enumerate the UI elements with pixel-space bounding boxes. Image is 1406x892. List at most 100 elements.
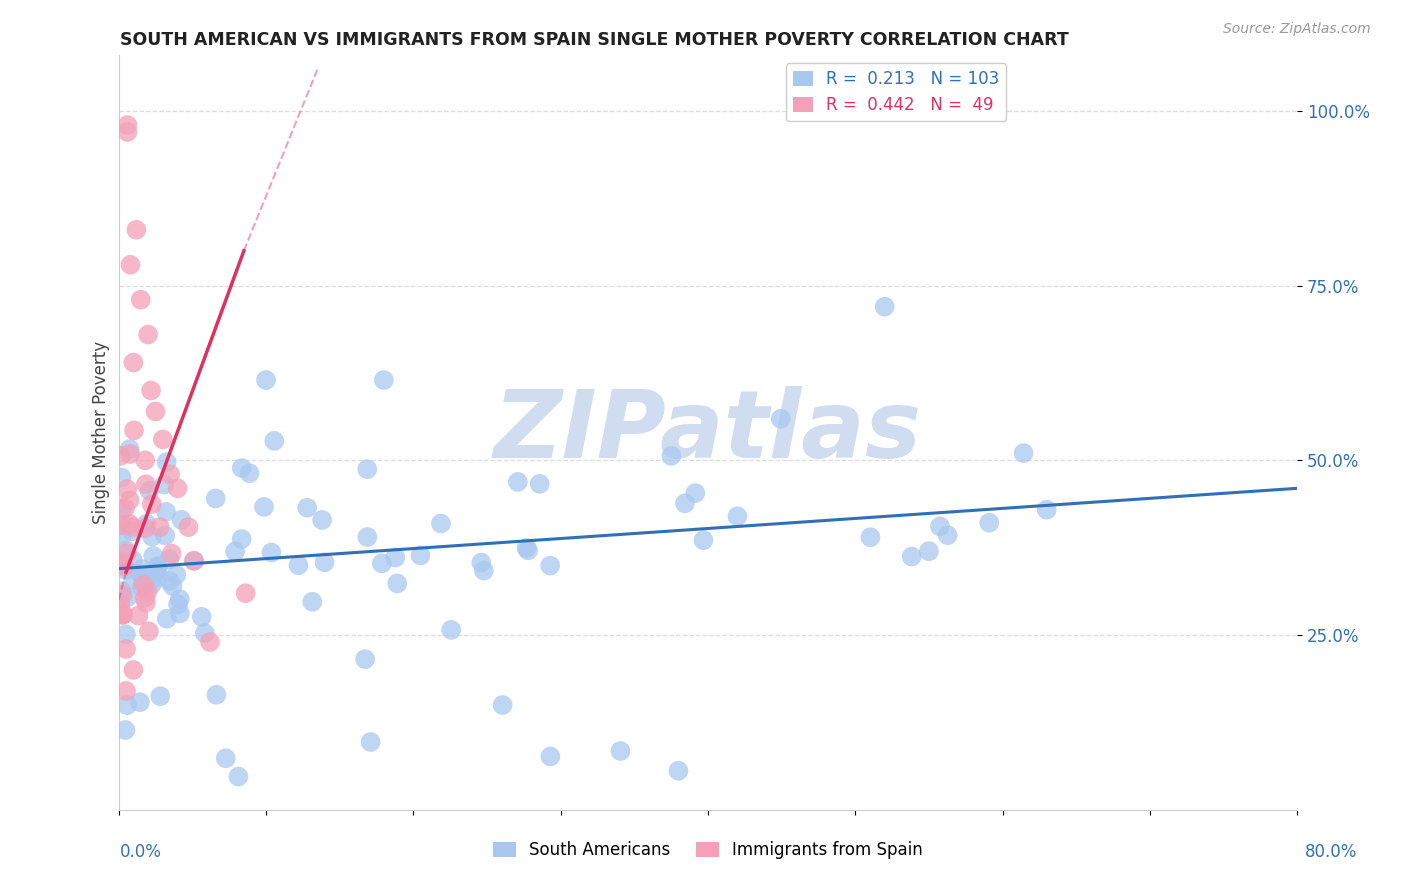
Point — [228, 770, 250, 784]
Point — [115, 543, 138, 558]
Point — [134, 591, 156, 605]
Point — [387, 576, 409, 591]
Point — [139, 384, 162, 398]
Point — [166, 481, 188, 495]
Point — [136, 327, 159, 342]
Point — [125, 223, 148, 237]
Point — [311, 513, 333, 527]
Point — [356, 462, 378, 476]
Point — [165, 567, 187, 582]
Point — [263, 434, 285, 448]
Point — [121, 553, 143, 567]
Point — [301, 595, 323, 609]
Point — [111, 517, 134, 532]
Point — [979, 516, 1001, 530]
Point — [231, 461, 253, 475]
Point — [409, 549, 432, 563]
Point — [254, 373, 277, 387]
Point — [506, 475, 529, 489]
Point — [121, 520, 143, 534]
Point — [110, 584, 132, 599]
Point — [115, 698, 138, 713]
Point — [134, 453, 156, 467]
Point — [108, 597, 131, 611]
Point — [131, 562, 153, 576]
Point — [110, 502, 132, 516]
Point — [115, 684, 138, 698]
Point — [108, 558, 131, 572]
Point — [114, 723, 136, 737]
Point — [183, 554, 205, 568]
Point — [470, 556, 492, 570]
Point — [146, 570, 169, 584]
Point — [112, 559, 135, 574]
Point — [491, 698, 513, 712]
Point — [673, 496, 696, 510]
Point — [157, 552, 180, 566]
Point — [117, 125, 139, 139]
Point — [129, 293, 152, 307]
Point — [169, 607, 191, 621]
Point — [110, 557, 132, 571]
Point — [235, 586, 257, 600]
Point — [115, 642, 138, 657]
Point — [231, 532, 253, 546]
Point — [134, 521, 156, 535]
Point — [167, 598, 190, 612]
Point — [215, 751, 238, 765]
Point — [138, 624, 160, 639]
Point — [152, 433, 174, 447]
Point — [169, 592, 191, 607]
Point — [609, 744, 631, 758]
Point — [159, 467, 181, 482]
Point — [134, 569, 156, 583]
Point — [685, 486, 707, 500]
Point — [160, 547, 183, 561]
Point — [112, 607, 135, 622]
Point — [108, 518, 131, 533]
Point — [117, 482, 139, 496]
Text: ZIPatlas: ZIPatlas — [494, 386, 922, 478]
Point — [110, 470, 132, 484]
Point — [238, 467, 260, 481]
Point — [141, 530, 163, 544]
Y-axis label: Single Mother Poverty: Single Mother Poverty — [93, 341, 110, 524]
Point — [145, 404, 167, 418]
Point — [127, 608, 149, 623]
Point — [384, 550, 406, 565]
Point — [162, 579, 184, 593]
Point — [155, 528, 177, 542]
Point — [115, 627, 138, 641]
Point — [260, 545, 283, 559]
Point — [114, 563, 136, 577]
Point — [120, 258, 142, 272]
Point — [153, 477, 176, 491]
Point — [156, 612, 179, 626]
Point — [177, 520, 200, 534]
Point — [122, 573, 145, 587]
Point — [132, 574, 155, 589]
Point — [115, 546, 138, 560]
Point — [668, 764, 690, 778]
Point — [929, 519, 952, 533]
Legend: R =  0.213   N = 103, R =  0.442   N =  49: R = 0.213 N = 103, R = 0.442 N = 49 — [786, 63, 1007, 121]
Point — [110, 529, 132, 543]
Point — [122, 663, 145, 677]
Point — [118, 493, 141, 508]
Point — [204, 491, 226, 506]
Point — [287, 558, 309, 573]
Point — [198, 635, 221, 649]
Point — [314, 555, 336, 569]
Point — [131, 580, 153, 594]
Point — [170, 513, 193, 527]
Point — [138, 483, 160, 498]
Point — [131, 568, 153, 582]
Point — [295, 500, 318, 515]
Point — [135, 477, 157, 491]
Point — [149, 520, 172, 534]
Point — [918, 544, 941, 558]
Point — [118, 447, 141, 461]
Point — [141, 577, 163, 591]
Point — [725, 509, 748, 524]
Point — [356, 530, 378, 544]
